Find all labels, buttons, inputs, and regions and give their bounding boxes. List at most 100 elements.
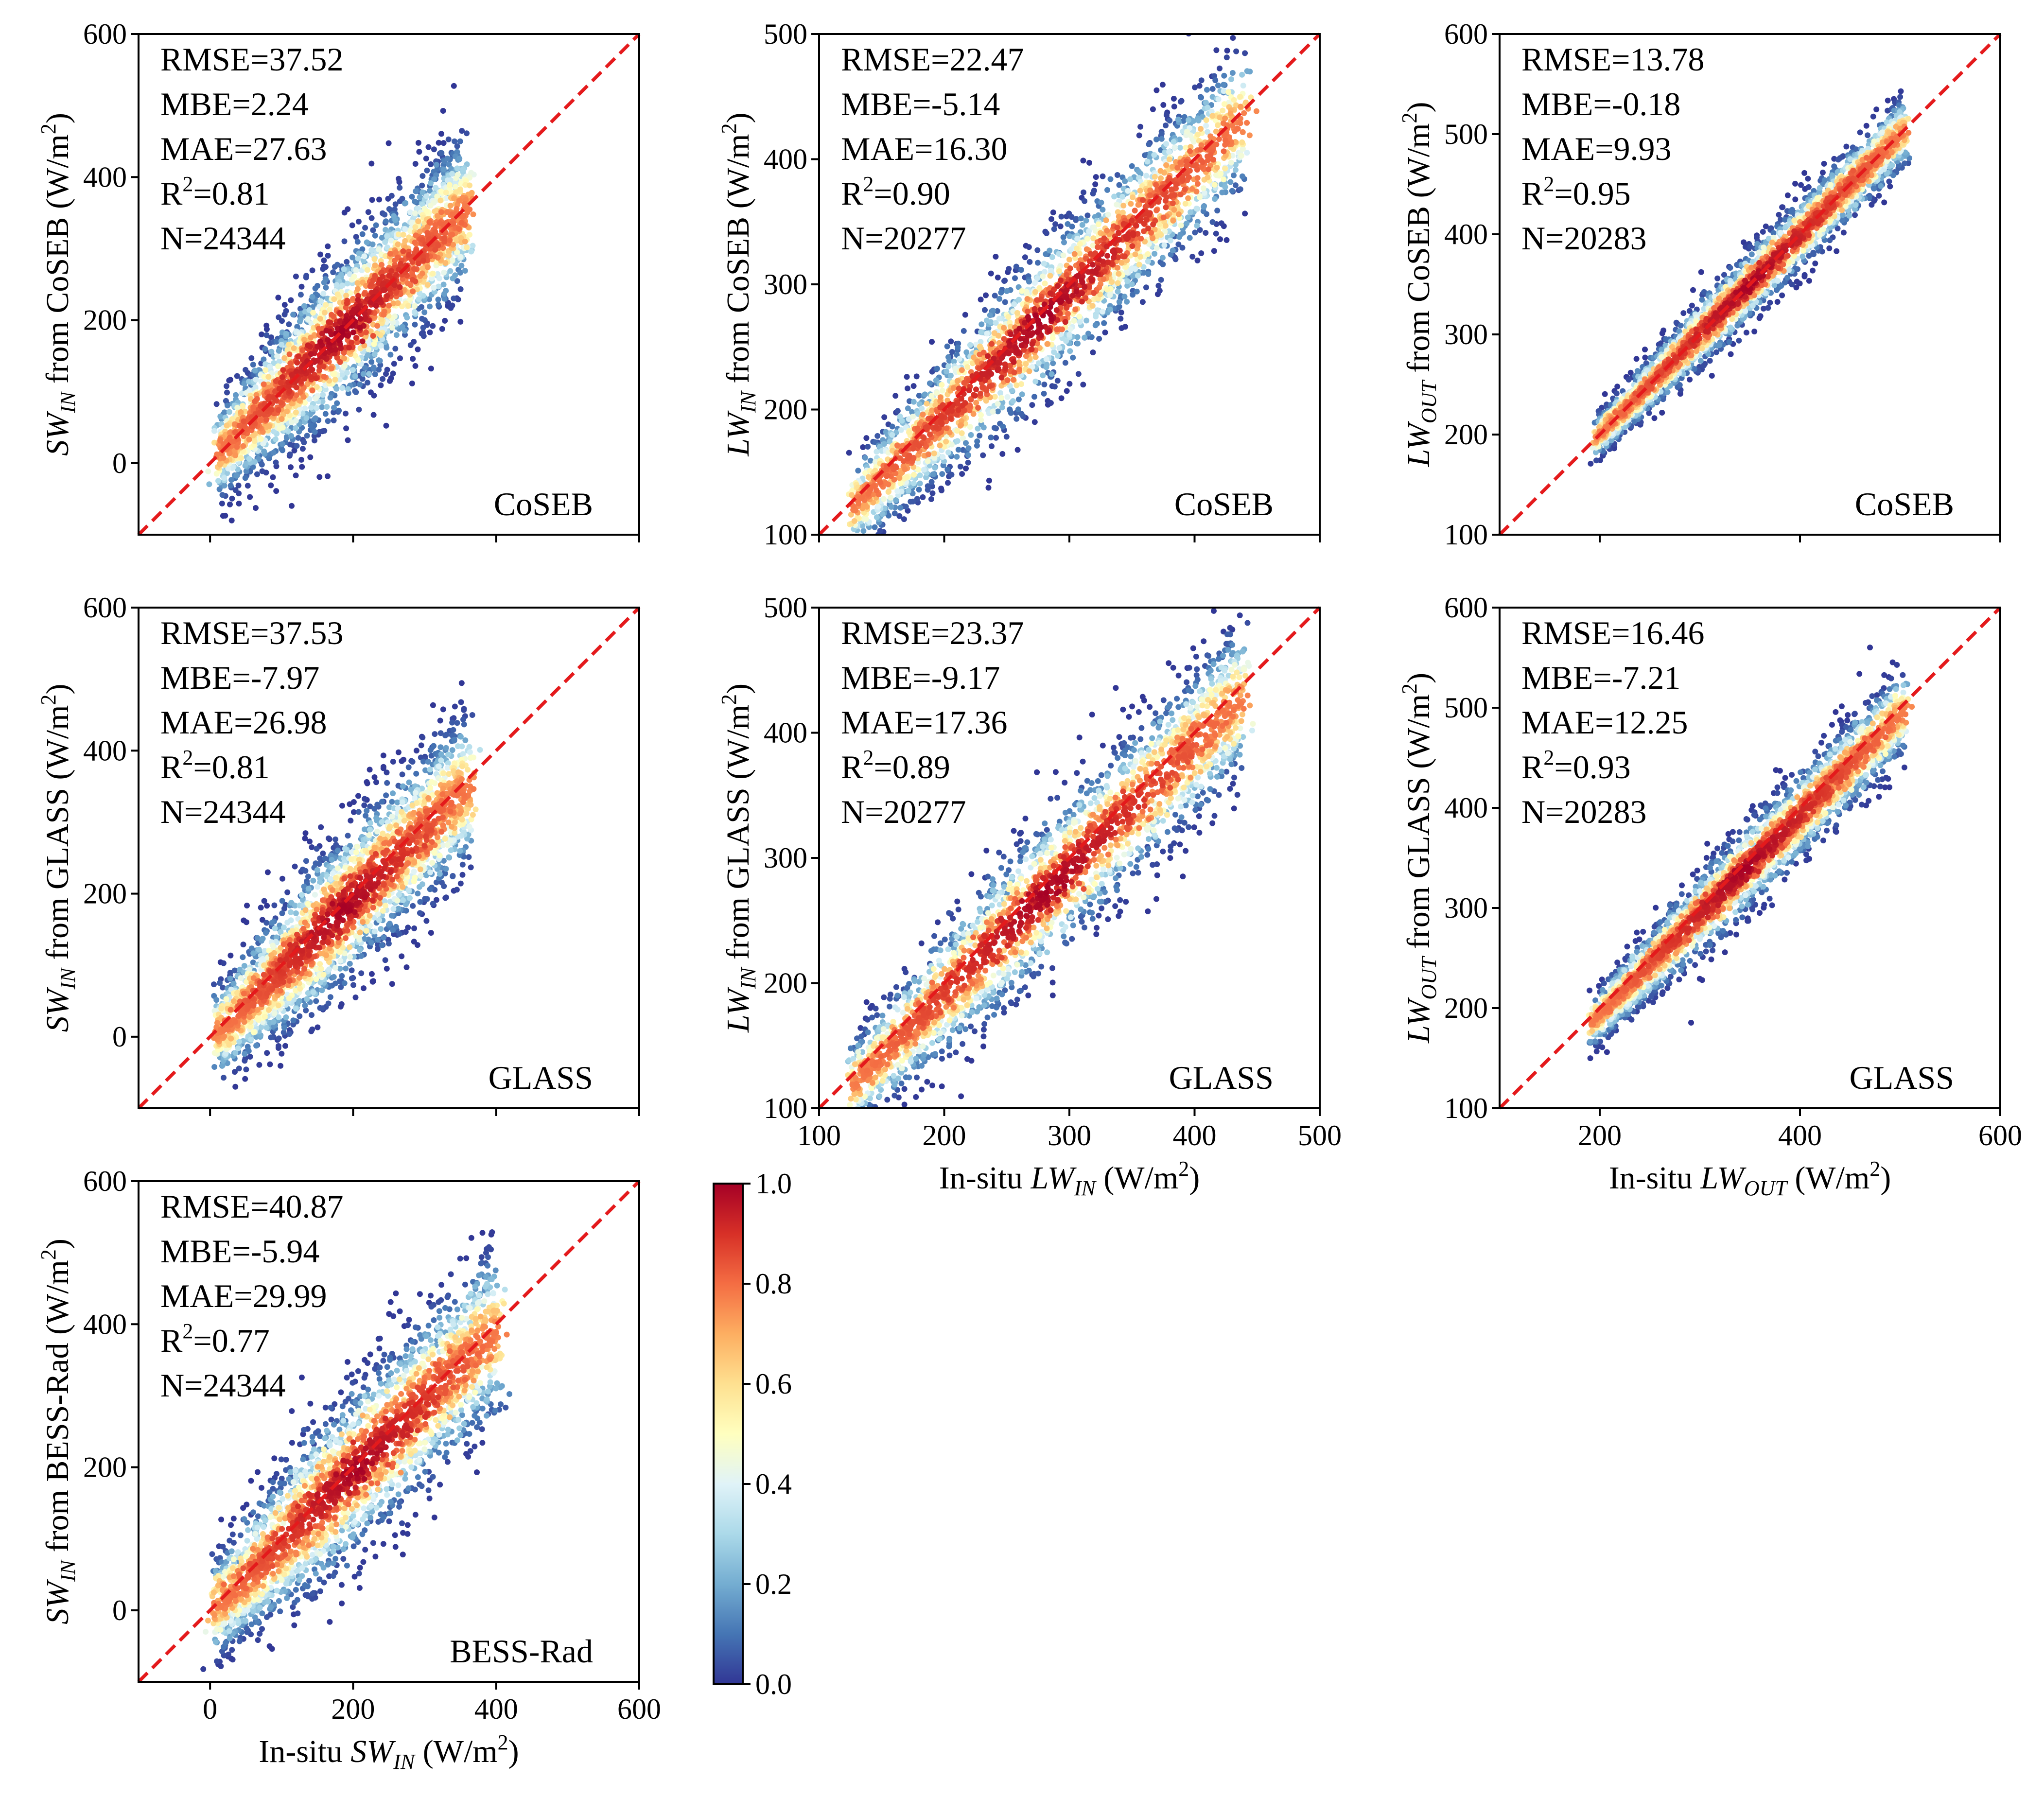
scatter-point xyxy=(243,460,249,467)
scatter-point xyxy=(1093,174,1099,180)
scatter-point xyxy=(874,514,880,521)
scatter-point xyxy=(1177,144,1183,151)
scatter-point xyxy=(893,429,899,436)
scatter-point xyxy=(1244,68,1250,74)
scatter-point xyxy=(344,280,350,287)
scatter-point xyxy=(910,399,917,405)
scatter-point xyxy=(931,450,937,456)
scatter-point xyxy=(1075,340,1081,347)
scatter-point xyxy=(913,439,919,445)
scatter-point xyxy=(965,452,971,458)
scatter-point xyxy=(906,429,912,436)
scatter-point xyxy=(1066,257,1072,262)
scatter-point xyxy=(1104,187,1110,193)
scatter-point xyxy=(1148,229,1154,236)
scatter-point xyxy=(862,470,868,476)
scatter-point xyxy=(985,485,992,491)
scatter-point xyxy=(1185,195,1191,201)
scatter-point xyxy=(235,482,242,489)
scatter-point xyxy=(1147,154,1153,160)
scatter-point xyxy=(881,414,888,420)
scatter-point xyxy=(317,251,324,258)
scatter-point xyxy=(1074,235,1081,242)
scatter-point xyxy=(979,384,986,391)
scatter-point xyxy=(380,376,386,382)
scatter-point xyxy=(1189,254,1196,260)
scatter-point xyxy=(232,452,239,458)
scatter-point xyxy=(365,346,371,352)
scatter-point xyxy=(321,428,328,434)
scatter-point xyxy=(252,399,258,405)
scatter-point xyxy=(452,138,457,144)
scatter-point xyxy=(1118,325,1125,331)
scatter-point xyxy=(407,282,414,288)
scatter-point xyxy=(419,237,426,243)
scatter-point xyxy=(1130,194,1136,200)
scatter-point xyxy=(1201,190,1207,196)
scatter-point xyxy=(1195,131,1201,138)
scatter-point xyxy=(1177,192,1184,198)
scatter-point xyxy=(280,424,286,431)
scatter-point xyxy=(302,400,308,406)
scatter-point xyxy=(1207,133,1214,140)
scatter-point xyxy=(1056,345,1063,351)
scatter-point xyxy=(1132,251,1138,258)
scatter-point xyxy=(419,315,425,322)
scatter-point xyxy=(460,212,467,219)
scatter-point xyxy=(974,438,980,444)
scatter-point xyxy=(1083,317,1090,324)
scatter-point xyxy=(1064,272,1070,278)
scatter-point xyxy=(1091,251,1097,257)
scatter-point xyxy=(1161,190,1168,196)
scatter-point xyxy=(1041,269,1048,275)
scatter-point xyxy=(916,443,923,449)
scatter-point xyxy=(424,167,430,174)
scatter-point xyxy=(349,254,356,261)
scatter-point xyxy=(454,149,460,155)
scatter-point xyxy=(1016,359,1022,366)
scatter-point xyxy=(1129,163,1135,169)
scatter-point xyxy=(451,83,457,89)
scatter-point xyxy=(856,540,862,545)
scatter-point xyxy=(1205,129,1211,135)
scatter-point xyxy=(1176,136,1183,142)
scatter-point xyxy=(415,140,421,146)
scatter-point xyxy=(402,200,408,207)
scatter-point xyxy=(1101,320,1107,326)
scatter-point xyxy=(1062,360,1068,366)
scatter-point xyxy=(939,471,945,477)
scatter-point xyxy=(307,454,314,460)
scatter-point xyxy=(433,185,439,191)
scatter-point xyxy=(1121,253,1128,260)
scatter-point xyxy=(316,367,322,374)
scatter-point xyxy=(1144,158,1151,165)
scatter-point xyxy=(368,247,375,253)
scatter-point xyxy=(281,355,288,361)
scatter-point xyxy=(435,297,441,303)
scatter-point xyxy=(1089,303,1096,309)
scatter-point xyxy=(941,458,947,464)
scatter-point xyxy=(407,342,414,349)
scatter-point xyxy=(1237,94,1243,100)
scatter-point xyxy=(391,361,397,367)
scatter-point xyxy=(423,156,429,162)
scatter-point xyxy=(983,387,990,394)
scatter-point xyxy=(431,284,437,291)
scatter-point xyxy=(420,253,427,260)
scatter-point xyxy=(1115,280,1121,286)
scatter-point xyxy=(1026,368,1032,374)
scatter-point xyxy=(384,366,390,373)
scatter-point xyxy=(1008,323,1013,330)
scatter-point xyxy=(211,428,217,434)
scatter-point xyxy=(431,146,437,153)
scatter-point xyxy=(288,297,294,303)
scatter-point xyxy=(998,395,1005,401)
scatter-point xyxy=(993,254,999,260)
scatter-point xyxy=(917,472,923,478)
scatter-point xyxy=(441,235,447,241)
scatter-point xyxy=(1114,225,1120,230)
scatter-point xyxy=(314,405,320,411)
scatter-point xyxy=(1010,377,1016,383)
scatter-point xyxy=(1163,162,1170,168)
